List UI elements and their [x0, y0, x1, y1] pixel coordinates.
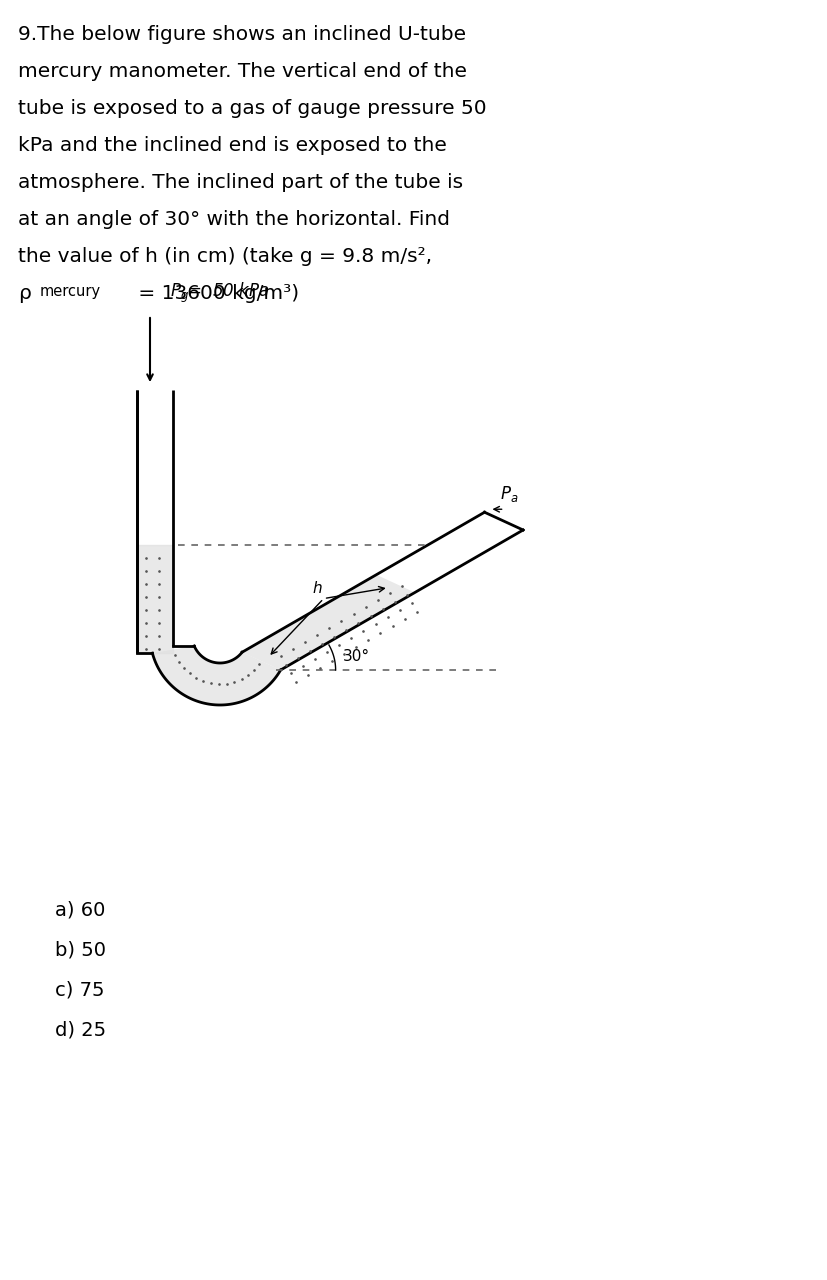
- Text: a) 60: a) 60: [55, 900, 105, 919]
- Text: c) 75: c) 75: [55, 980, 104, 998]
- Text: kPa and the inclined end is exposed to the: kPa and the inclined end is exposed to t…: [18, 136, 447, 155]
- Polygon shape: [242, 575, 415, 669]
- Text: at an angle of 30° with the horizontal. Find: at an angle of 30° with the horizontal. …: [18, 210, 450, 229]
- Text: mercury manometer. The vertical end of the: mercury manometer. The vertical end of t…: [18, 61, 467, 81]
- Text: b) 50: b) 50: [55, 940, 106, 959]
- Text: 9.The below figure shows an inclined U-tube: 9.The below figure shows an inclined U-t…: [18, 26, 466, 44]
- Polygon shape: [152, 646, 280, 705]
- Text: = 13600 kg/m³): = 13600 kg/m³): [132, 284, 299, 303]
- Text: $P_a$: $P_a$: [500, 484, 518, 504]
- Text: mercury: mercury: [40, 284, 101, 300]
- Text: ρ: ρ: [18, 284, 31, 303]
- Text: d) 25: d) 25: [55, 1020, 106, 1039]
- Text: atmosphere. The inclined part of the tube is: atmosphere. The inclined part of the tub…: [18, 173, 463, 192]
- Polygon shape: [137, 545, 173, 653]
- Text: the value of h (in cm) (take g = 9.8 m/s²,: the value of h (in cm) (take g = 9.8 m/s…: [18, 247, 433, 266]
- Text: 30°: 30°: [342, 649, 370, 664]
- Text: $P_g$=  50 kPa: $P_g$= 50 kPa: [170, 280, 270, 305]
- Text: ∧: ∧: [723, 1230, 741, 1251]
- Text: tube is exposed to a gas of gauge pressure 50: tube is exposed to a gas of gauge pressu…: [18, 99, 486, 118]
- Text: h: h: [313, 581, 323, 595]
